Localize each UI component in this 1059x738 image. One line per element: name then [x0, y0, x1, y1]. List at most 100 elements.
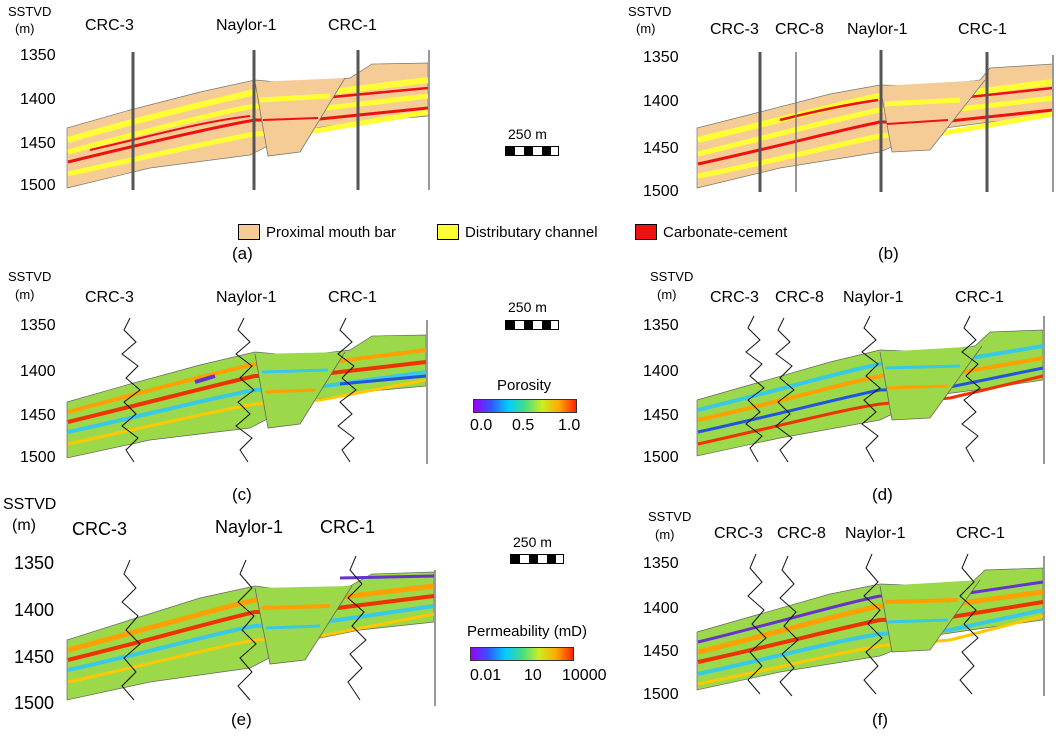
fault-layer [265, 624, 321, 630]
property-layer [194, 374, 216, 384]
fault-layer [886, 384, 949, 390]
well-label-crc-1: CRC-1 [328, 17, 377, 34]
well-label-crc-3: CRC-3 [710, 289, 759, 306]
property-layer [67, 360, 427, 424]
property-layer [697, 344, 1044, 412]
facies-layer [89, 115, 251, 151]
legend-swatch-proximal-mouth-bar [238, 224, 260, 240]
well-label-crc-3: CRC-3 [714, 525, 763, 542]
scale-bar-label: 250 m [513, 534, 552, 550]
legend-label-proximal-mouth-bar: Proximal mouth bar [266, 224, 397, 241]
property-layer [697, 608, 1044, 676]
fault-layer [884, 364, 961, 370]
well-log-naylor-1 [861, 315, 881, 463]
well-label-naylor-1: Naylor-1 [845, 525, 906, 542]
well-label-naylor-1: Naylor-1 [843, 289, 904, 306]
property-layer [67, 348, 427, 414]
depth-axis-title: SSTVD [628, 4, 672, 19]
depth-tick-1450: 1450 [643, 643, 679, 660]
property-layer [67, 612, 435, 684]
depth-tick-1350: 1350 [643, 555, 679, 572]
property-layer [67, 370, 427, 434]
property-layer [339, 374, 427, 386]
well-log-crc-1 [347, 555, 367, 701]
well-log-naylor-1 [235, 317, 255, 463]
legend-swatch-carbonate-cement [635, 224, 657, 240]
facies-layer [779, 98, 879, 122]
depth-tick-1350: 1350 [20, 47, 56, 64]
well-label-naylor-1: Naylor-1 [847, 21, 908, 38]
well-label-crc-3: CRC-3 [85, 17, 134, 34]
colorbar-gradient [473, 399, 577, 413]
depth-tick-1450: 1450 [643, 407, 679, 424]
property-layer [67, 604, 435, 672]
colorbar-tick: 0.01 [470, 667, 502, 684]
depth-axis-unit: (m) [636, 21, 656, 36]
well-label-crc-3: CRC-3 [85, 289, 134, 306]
depth-tick-1500: 1500 [20, 177, 56, 194]
well-label-crc-3: CRC-3 [72, 519, 128, 539]
well-log-crc-3 [121, 559, 141, 701]
well-log-crc-1 [959, 553, 979, 695]
property-layer [339, 574, 435, 580]
well-log-naylor-1 [863, 553, 883, 695]
depth-tick-1450: 1450 [20, 135, 56, 152]
scale-bar-graphic [510, 554, 564, 564]
fault [879, 345, 983, 421]
property-layer [67, 594, 435, 662]
fault-layer [264, 388, 317, 394]
depth-tick-1450: 1450 [643, 140, 679, 157]
caption-e: (e) [231, 710, 252, 729]
fault-layer [261, 604, 331, 610]
well-log-naylor-1 [237, 559, 257, 701]
depth-axis-title: SSTVD [648, 509, 692, 524]
fault-layer [884, 598, 959, 604]
fault-layer [886, 119, 949, 125]
depth-tick-1350: 1350 [14, 553, 55, 573]
well-label-naylor-1: Naylor-1 [216, 289, 277, 306]
colorbar-tick: 0.5 [512, 417, 535, 434]
depth-axis-title: SSTVD [8, 4, 52, 19]
legend-swatch-distributary-channel [437, 224, 459, 240]
cross-section-e [66, 555, 436, 706]
scale-bar-graphic [505, 146, 559, 156]
well-label-crc-3: CRC-3 [710, 21, 759, 38]
caption-c: (c) [232, 485, 252, 504]
well-log-crc-1 [961, 315, 981, 463]
depth-axis-title: SSTVD [650, 269, 694, 284]
property-layer [697, 589, 1044, 655]
colorbar-tick: 10 [524, 667, 542, 684]
fault-layer [262, 117, 319, 121]
property-layer [697, 374, 1044, 446]
fault-layer [886, 618, 949, 624]
cross-section-d [696, 315, 1045, 464]
colorbar-title: Permeability (mD) [467, 623, 588, 640]
depth-tick-1400: 1400 [20, 91, 56, 108]
depth-tick-1450: 1450 [20, 407, 56, 424]
well-label-crc-8: CRC-8 [775, 289, 824, 306]
depth-tick-1500: 1500 [643, 449, 679, 466]
well-log-crc-1 [337, 317, 357, 463]
well-label-crc-1: CRC-1 [955, 289, 1004, 306]
colorbar-title: Porosity [497, 377, 552, 394]
well-log-crc-8 [779, 555, 799, 697]
depth-tick-1500: 1500 [20, 449, 56, 466]
well-log-crc-3 [747, 553, 767, 695]
property-layer [67, 378, 427, 446]
property-layer [697, 366, 1044, 434]
property-layer [697, 580, 1044, 644]
scale-bar-graphic [505, 320, 559, 330]
cross-section-c [66, 317, 428, 464]
legend-label-carbonate-cement: Carbonate-cement [663, 224, 788, 241]
depth-tick-1350: 1350 [20, 317, 56, 334]
caption-d: (d) [872, 485, 893, 504]
property-layer [697, 356, 1044, 422]
colorbar-tick: 0.0 [470, 417, 493, 434]
well-label-crc-8: CRC-8 [775, 21, 824, 38]
depth-tick-1350: 1350 [643, 49, 679, 66]
colorbar-tick: 1.0 [558, 417, 581, 434]
property-layer [67, 583, 435, 653]
depth-tick-1400: 1400 [20, 363, 56, 380]
depth-tick-1400: 1400 [643, 93, 679, 110]
cross-section-b [696, 50, 1054, 192]
